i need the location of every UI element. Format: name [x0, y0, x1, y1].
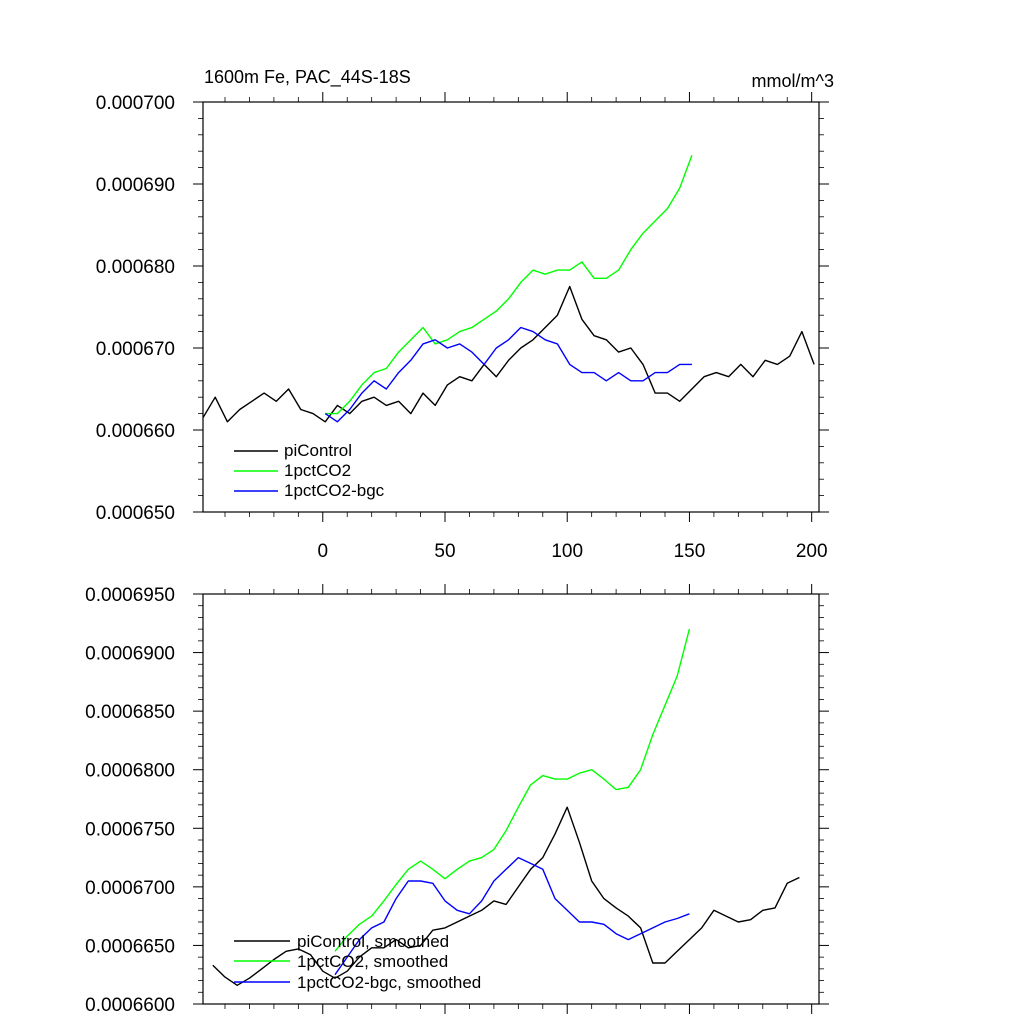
bottom-plot-frame — [202, 593, 820, 1005]
top-plot-frame — [202, 101, 820, 513]
top-y-tick-label: 0.000700 — [96, 93, 175, 114]
top-chart-units: mmol/m^3 — [752, 71, 834, 91]
top-x-tick-label: 50 — [434, 541, 455, 562]
bottom-y-tick-label: 0.0006950 — [85, 585, 175, 606]
bottom-y-tick-label: 0.0006600 — [85, 995, 175, 1016]
bottom-y-tick-label: 0.0006650 — [85, 936, 175, 957]
top-series-picontrol — [202, 285, 815, 423]
bottom-y-tick-label: 0.0006800 — [85, 761, 175, 782]
top-x-tick-label: 100 — [551, 541, 583, 562]
top-y-tick-label: 0.000690 — [96, 175, 175, 196]
top-x-tick-label: 200 — [796, 541, 828, 562]
bottom-series-1pctco2-smoothed — [334, 628, 691, 952]
top-x-tick-label: 0 — [317, 541, 328, 562]
bottom-y-tick-label: 0.0006750 — [85, 819, 175, 840]
legend-label-1pctco2-bgc-smoothed: 1pctCO2-bgc, smoothed — [297, 973, 481, 992]
legend-label-1pctco2: 1pctCO2 — [284, 461, 351, 480]
top-x-tick-label: 150 — [674, 541, 706, 562]
top-y-tick-label: 0.000670 — [96, 339, 175, 360]
top-panel: 0 50 100 150 200 0.000650 0.000660 0.000670 0.00… — [96, 92, 829, 562]
legend-label-picontrol-smoothed: piControl, smoothed — [297, 932, 449, 951]
top-y-tick-label: 0.000650 — [96, 503, 175, 524]
bottom-series-1pctco2-bgc-smoothed — [334, 856, 690, 976]
top-y-tick-label: 0.000680 — [96, 257, 175, 278]
top-legend: piControl 1pctCO2 1pctCO2-bgc — [234, 441, 385, 500]
bottom-panel: 0.0006600 0.0006650 0.0006700 0.0006750 0.00… — [85, 584, 829, 1016]
top-series-1pctco2-bgc — [324, 326, 692, 423]
bottom-y-tick-label: 0.0006850 — [85, 702, 175, 723]
top-chart-title: 1600m Fe, PAC_44S-18S — [204, 67, 411, 88]
bottom-y-tick-label: 0.0006900 — [85, 644, 175, 665]
bottom-legend: piControl, smoothed 1pctCO2, smoothed 1p… — [234, 932, 481, 992]
top-y-tick-label: 0.000660 — [96, 421, 175, 442]
bottom-y-tick-label: 0.0006700 — [85, 878, 175, 899]
legend-label-1pctco2-bgc: 1pctCO2-bgc — [284, 481, 385, 500]
top-series-1pctco2 — [325, 155, 693, 415]
legend-label-picontrol: piControl — [284, 441, 352, 460]
bottom-series-picontrol-smoothed — [212, 806, 800, 986]
legend-label-1pctco2-smoothed: 1pctCO2, smoothed — [297, 952, 448, 971]
